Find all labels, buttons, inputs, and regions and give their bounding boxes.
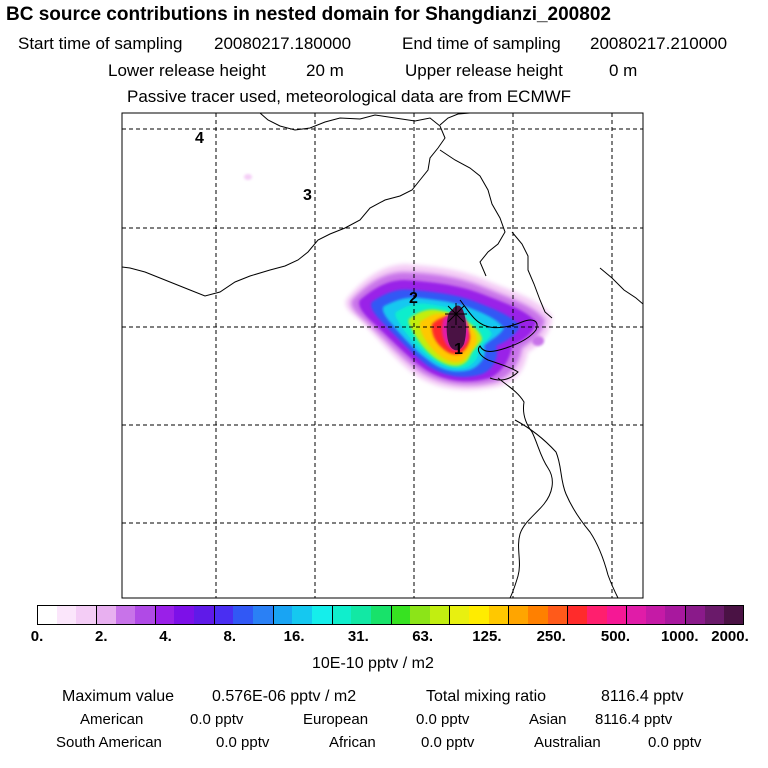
colorbar-units: 10E-10 pptv / m2 <box>312 655 434 672</box>
region-south-american-label: South American <box>56 734 162 751</box>
map-frame <box>121 112 644 599</box>
colorbar-segment <box>194 605 215 625</box>
colorbar-segment <box>292 605 313 625</box>
coastlines <box>122 113 643 598</box>
colorbar-segment <box>685 605 706 625</box>
region-american-label: American <box>80 711 144 728</box>
colorbar-segment <box>724 605 745 625</box>
colorbar-tick-label: 8. <box>223 628 237 645</box>
colorbar-tick-label: 31. <box>347 628 369 645</box>
colorbar-segment <box>606 605 627 625</box>
map-title: BC source contributions in nested domain… <box>6 4 611 25</box>
start-time-label: Start time of sampling <box>18 34 183 53</box>
colorbar-segment <box>429 605 450 625</box>
colorbar-segment <box>37 605 57 625</box>
colorbar-tick-label: 2. <box>95 628 108 645</box>
colorbar-segment <box>645 605 666 625</box>
colorbar-segment <box>272 605 293 625</box>
colorbar-tick-label: 250. <box>536 628 566 645</box>
max-value-label: Maximum value <box>62 688 175 705</box>
region-australian-value: 0.0 pptv <box>648 734 702 751</box>
concentration-plume <box>244 174 552 390</box>
colorbar-segment <box>547 605 568 625</box>
colorbar-segment <box>488 605 509 625</box>
colorbar-segment <box>253 605 274 625</box>
colorbar-segment <box>135 605 156 625</box>
region-european-label: European <box>303 711 369 728</box>
region-asian-value: 8116.4 pptv <box>595 711 673 728</box>
colorbar-segment <box>233 605 254 625</box>
region-south-american-value: 0.0 pptv <box>216 734 270 751</box>
max-value: 0.576E-06 pptv / m2 <box>212 688 357 705</box>
tracer-note: Passive tracer used, meteorological data… <box>127 87 572 106</box>
upper-release-value: 0 m <box>609 61 638 80</box>
ring-label-4: 4 <box>195 130 204 147</box>
colorbar-segment <box>390 605 411 625</box>
colorbar-tick-label: 0. <box>30 628 44 645</box>
total-mixing-value: 8116.4 pptv <box>601 688 684 705</box>
region-african-label: African <box>329 734 376 751</box>
receptor-marker-icon <box>445 303 467 325</box>
colorbar-segment <box>76 605 97 625</box>
ring-label-3: 3 <box>303 187 312 204</box>
colorbar-segment <box>508 605 529 625</box>
end-time-label: End time of sampling <box>402 34 561 53</box>
grid-lines <box>122 113 643 598</box>
colorbar-segment <box>311 605 332 625</box>
colorbar-segment <box>449 605 470 625</box>
region-european-value: 0.0 pptv <box>416 711 470 728</box>
total-mixing-label: Total mixing ratio <box>426 688 547 705</box>
region-australian-label: Australian <box>534 734 601 751</box>
upper-release-label: Upper release height <box>405 61 563 80</box>
colorbar-segment <box>567 605 588 625</box>
colorbar-segment <box>154 605 175 625</box>
colorbar-segment <box>56 605 77 625</box>
lower-release-label: Lower release height <box>108 61 266 80</box>
colorbar-segment <box>586 605 607 625</box>
colorbar-segment <box>704 605 725 625</box>
region-asian-label: Asian <box>529 711 567 728</box>
colorbar-segment <box>469 605 490 625</box>
lower-release-value: 20 m <box>306 61 344 80</box>
colorbar-segment <box>527 605 548 625</box>
colorbar-segment <box>174 605 195 625</box>
colorbar-segment <box>95 605 116 625</box>
colorbar-segment <box>115 605 136 625</box>
colorbar-segment <box>370 605 391 625</box>
region-african-value: 0.0 pptv <box>421 734 475 751</box>
colorbar-tick-label: 16. <box>283 628 305 645</box>
colorbar-segment <box>665 605 686 625</box>
colorbar-tick-label: 63. <box>412 628 434 645</box>
colorbar-tick-label: 500. <box>600 628 631 645</box>
end-time-value: 20080217.210000 <box>590 34 728 53</box>
colorbar-tick-label: 125. <box>472 628 502 645</box>
colorbar-tick-label: 2000. <box>711 628 749 645</box>
colorbar-segment <box>331 605 352 625</box>
colorbar-tick-label: 1000. <box>660 628 699 645</box>
ring-label-1: 1 <box>454 341 463 358</box>
colorbar-tick-label: 4. <box>159 628 172 645</box>
colorbar-segment <box>626 605 647 625</box>
colorbar-segment <box>351 605 372 625</box>
ring-label-2: 2 <box>409 290 418 307</box>
start-time-value: 20080217.180000 <box>214 34 352 53</box>
region-american-value: 0.0 pptv <box>190 711 244 728</box>
colorbar-segment <box>213 605 234 625</box>
map-panel: 4 3 2 1 <box>121 112 644 599</box>
colorbar-segment <box>410 605 431 625</box>
